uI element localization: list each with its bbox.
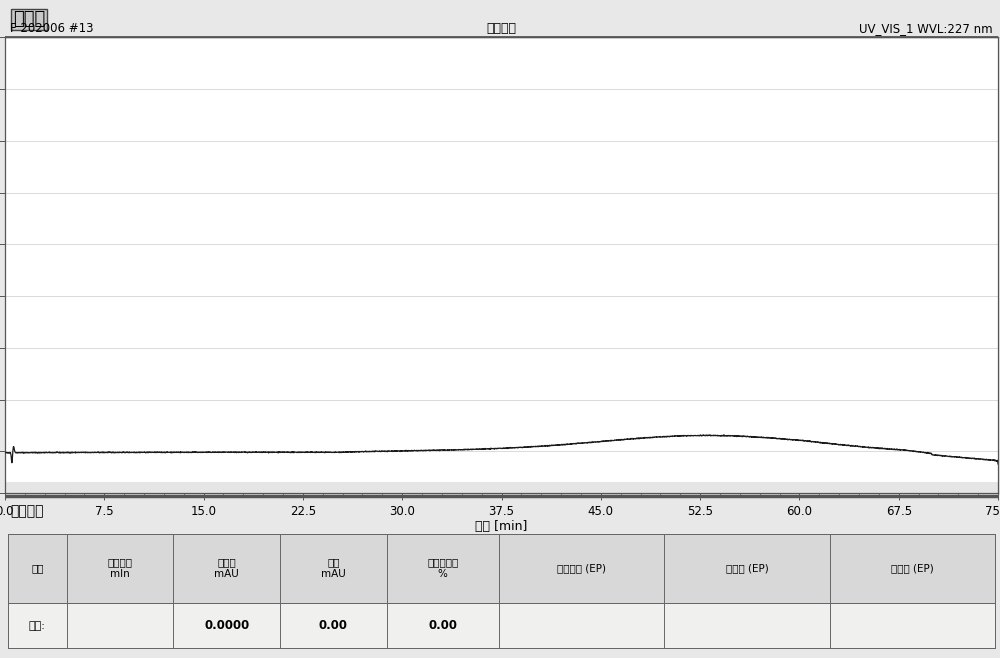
Text: 分离度 (EP): 分离度 (EP)	[726, 563, 768, 573]
Text: 色谱图: 色谱图	[13, 11, 45, 28]
Bar	[8, 534, 995, 603]
Bar	[8, 603, 995, 649]
Text: 峰面积
mAU: 峰面积 mAU	[214, 557, 239, 580]
Text: 0.00: 0.00	[428, 619, 457, 632]
Text: 总和:: 总和:	[29, 620, 46, 630]
Text: UV_VIS_1 WVL:227 nm: UV_VIS_1 WVL:227 nm	[859, 22, 993, 35]
Text: 相对峰面积
%: 相对峰面积 %	[427, 557, 458, 580]
Text: 空白溶剖: 空白溶剖	[486, 22, 516, 35]
Text: 积分结果: 积分结果	[10, 504, 43, 519]
Text: 不对称度 (EP): 不对称度 (EP)	[557, 563, 606, 573]
Text: F 202006 #13: F 202006 #13	[10, 22, 93, 35]
Text: 序号: 序号	[31, 563, 44, 573]
Text: 保留时间
mln: 保留时间 mln	[108, 557, 133, 580]
Text: 0.0000: 0.0000	[204, 619, 249, 632]
Text: 0.00: 0.00	[319, 619, 348, 632]
Text: 塔板数 (EP): 塔板数 (EP)	[891, 563, 934, 573]
X-axis label: 时间 [min]: 时间 [min]	[475, 520, 528, 534]
Text: 峰高
mAU: 峰高 mAU	[321, 557, 346, 580]
Bar	[5, 482, 998, 493]
